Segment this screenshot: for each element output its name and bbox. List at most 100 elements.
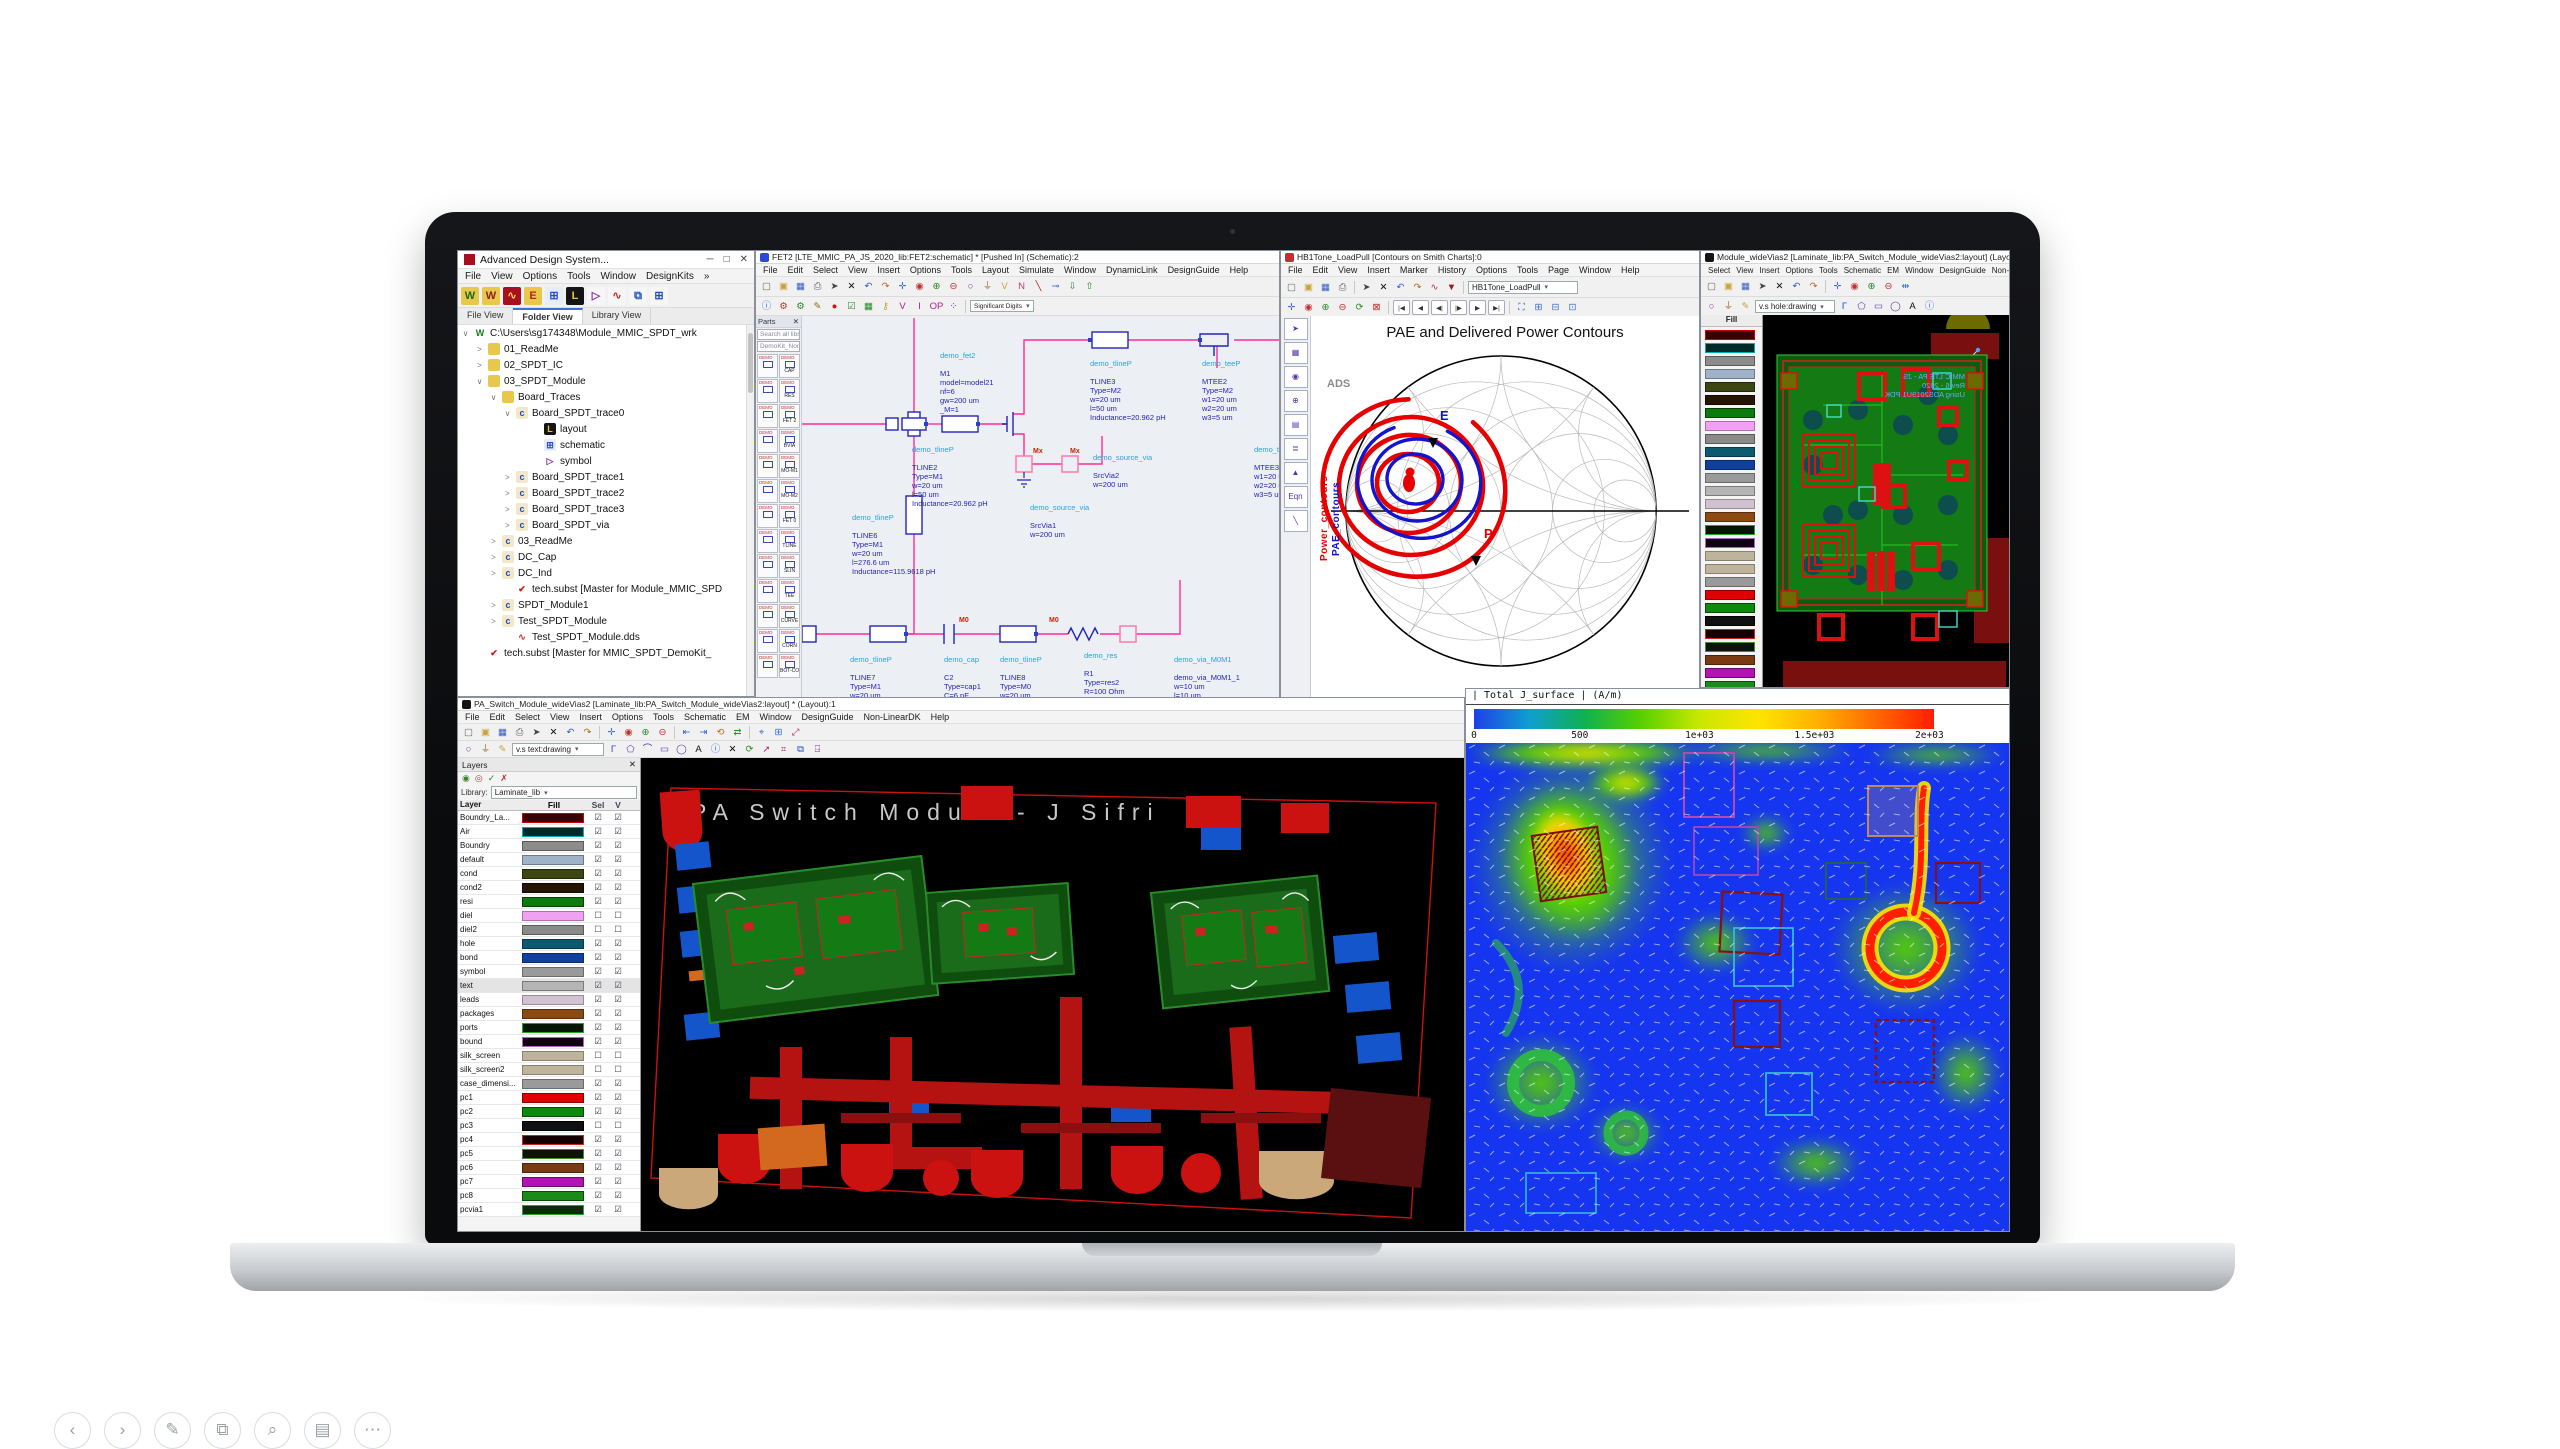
- open-icon[interactable]: ▣: [1721, 279, 1736, 294]
- rect-plot-tool[interactable]: ▦: [1283, 342, 1308, 364]
- layer-fill-chip[interactable]: [1705, 369, 1755, 379]
- tree-item[interactable]: L layout: [458, 421, 754, 437]
- close-button[interactable]: ✕: [739, 254, 748, 265]
- menu-item[interactable]: Marker: [1399, 265, 1428, 275]
- zoom-out-icon[interactable]: ⊖: [946, 279, 961, 294]
- new-icon[interactable]: ▢: [1284, 279, 1299, 295]
- layer-visible-checkbox[interactable]: ☑: [614, 980, 622, 990]
- menu-item[interactable]: Insert: [877, 265, 900, 275]
- zoom-in-icon[interactable]: ⊕: [1864, 279, 1879, 294]
- zoom-area-icon[interactable]: ◉: [1847, 279, 1862, 294]
- marker-E[interactable]: E: [1440, 408, 1449, 423]
- tree-item[interactable]: > c SPDT_Module1: [458, 597, 754, 613]
- layer-fill-swatch[interactable]: [522, 1022, 584, 1033]
- coord-icon[interactable]: ⌗: [776, 741, 791, 757]
- layer-visible-checkbox[interactable]: ☑: [614, 1008, 622, 1018]
- layer-select-dropdown[interactable]: v.s hole:drawing ▾: [1755, 300, 1835, 313]
- layer-visible-checkbox[interactable]: ☑: [614, 896, 622, 906]
- menu-item[interactable]: Schematic: [683, 712, 726, 722]
- minimize-button[interactable]: ─: [706, 254, 714, 265]
- deselect-all-icon[interactable]: ✗: [500, 773, 508, 783]
- menu-item[interactable]: Options: [1475, 265, 1507, 275]
- layer-visible-checkbox[interactable]: ☑: [614, 1162, 622, 1172]
- layer-row[interactable]: pc5 ☑ ☑: [458, 1147, 640, 1161]
- schematic-component-label[interactable]: demo_fet2 M1 model=model21 nf=6 gw=200 u…: [940, 342, 994, 423]
- layer-row[interactable]: pc1 ☑ ☑: [458, 1091, 640, 1105]
- schematic-titlebar[interactable]: FET2 [LTE_MMIC_PA_JS_2020_lib:FET2:schem…: [756, 251, 1279, 264]
- layer-select-checkbox[interactable]: ☑: [594, 994, 602, 1004]
- layer-select-checkbox[interactable]: ☑: [594, 882, 602, 892]
- new-icon[interactable]: ▢: [759, 279, 774, 294]
- menu-item[interactable]: History: [1437, 265, 1466, 275]
- layer-fill-chip[interactable]: [1705, 499, 1755, 509]
- select-net-icon[interactable]: ⧉: [793, 741, 808, 757]
- layer-fill-swatch[interactable]: [522, 952, 584, 963]
- menu-item[interactable]: Edit: [489, 712, 506, 722]
- path-icon[interactable]: Γ: [1837, 299, 1852, 314]
- layer-row[interactable]: bound ☑ ☑: [458, 1035, 640, 1049]
- menu-item[interactable]: Tools: [567, 270, 591, 282]
- marker-P[interactable]: P: [1484, 526, 1493, 541]
- page-nav-button[interactable]: ▶|: [1488, 299, 1505, 315]
- delete-icon[interactable]: ✕: [546, 724, 561, 740]
- undo-icon[interactable]: ↶: [1393, 279, 1408, 295]
- stop-icon[interactable]: ⊠: [1369, 299, 1384, 315]
- layer-select-checkbox[interactable]: ☑: [594, 854, 602, 864]
- layer-visible-checkbox[interactable]: ☑: [614, 868, 622, 878]
- var-icon[interactable]: V: [997, 279, 1012, 294]
- layer-fill-chip[interactable]: [1705, 525, 1755, 535]
- part-tile[interactable]: DEMO: [757, 529, 778, 553]
- menu-item[interactable]: Select: [1708, 265, 1731, 275]
- spacing-icon[interactable]: ⇹: [1898, 279, 1913, 294]
- layer-row[interactable]: resi ☑ ☑: [458, 895, 640, 909]
- tree-item[interactable]: > c Board_SPDT_via: [458, 517, 754, 533]
- hide-all-icon[interactable]: ◎: [474, 773, 483, 783]
- layer-visible-checkbox[interactable]: ☑: [614, 994, 622, 1004]
- layer-visible-checkbox[interactable]: ☐: [614, 924, 622, 934]
- dc-icon[interactable]: ⁘: [946, 298, 961, 314]
- print-icon[interactable]: ⎙: [1335, 279, 1350, 295]
- tree-item[interactable]: ∨ W C:\Users\sg174348\Module_MMIC_SPDT_w…: [458, 325, 754, 341]
- part-tile[interactable]: DEMO: [757, 454, 778, 478]
- part-tile[interactable]: DEMO CORN: [779, 629, 800, 653]
- layer-fill-chip[interactable]: [1705, 642, 1755, 652]
- layer-row[interactable]: diel2 ☐ ☐: [458, 923, 640, 937]
- rect-icon[interactable]: ▭: [657, 741, 672, 757]
- maximize-button[interactable]: □: [723, 254, 730, 265]
- menu-item[interactable]: Window: [1064, 265, 1097, 275]
- port-icon[interactable]: ○: [461, 741, 476, 757]
- tree-item[interactable]: > 01_ReadMe: [458, 341, 754, 357]
- layer-select-checkbox[interactable]: ☑: [594, 1078, 602, 1088]
- sync-icon[interactable]: ⟳: [742, 741, 757, 757]
- tree-item[interactable]: > c Board_SPDT_trace1: [458, 469, 754, 485]
- layer-fill-swatch[interactable]: [522, 1162, 584, 1173]
- sig-digits-dropdown[interactable]: Significant Digits ▾: [970, 300, 1034, 312]
- menu-item[interactable]: Layout: [981, 265, 1009, 275]
- pen-icon[interactable]: ✎: [1738, 299, 1753, 314]
- redo-icon[interactable]: ↷: [1806, 279, 1821, 294]
- tree-chevron[interactable]: ∨: [462, 328, 469, 338]
- zoom-in-icon[interactable]: ⊕: [1318, 299, 1333, 315]
- show-all-icon[interactable]: ◉: [462, 773, 470, 783]
- layer-visible-checkbox[interactable]: ☑: [614, 966, 622, 976]
- layer-select-dropdown[interactable]: v.s text:drawing ▾: [512, 742, 604, 756]
- part-tile[interactable]: DEMO RES: [779, 379, 800, 403]
- layer-fill-swatch[interactable]: [522, 938, 584, 949]
- layer-select-checkbox[interactable]: ☐: [594, 1120, 602, 1130]
- layer-visible-checkbox[interactable]: ☑: [614, 854, 622, 864]
- align-right-icon[interactable]: ⇥: [696, 724, 711, 740]
- menu-item[interactable]: File: [465, 270, 482, 282]
- layer-fill-swatch[interactable]: [522, 994, 584, 1005]
- layer-fill-swatch[interactable]: [522, 1078, 584, 1089]
- delete-icon[interactable]: ✕: [1376, 279, 1391, 295]
- tree-item[interactable]: > 02_SPDT_IC: [458, 357, 754, 373]
- part-tile[interactable]: DEMO: [757, 404, 778, 428]
- part-tile[interactable]: DEMO: [757, 654, 778, 678]
- layer-fill-chip[interactable]: [1705, 343, 1755, 353]
- search-button[interactable]: ⌕: [254, 1412, 291, 1449]
- tree-item[interactable]: > c Board_SPDT_trace2: [458, 485, 754, 501]
- zoom-in-icon[interactable]: ⊕: [929, 279, 944, 294]
- tree-item[interactable]: > c Board_SPDT_trace3: [458, 501, 754, 517]
- antenna-plot-tool[interactable]: ▲: [1283, 462, 1308, 484]
- info-icon[interactable]: ⓘ: [708, 741, 723, 757]
